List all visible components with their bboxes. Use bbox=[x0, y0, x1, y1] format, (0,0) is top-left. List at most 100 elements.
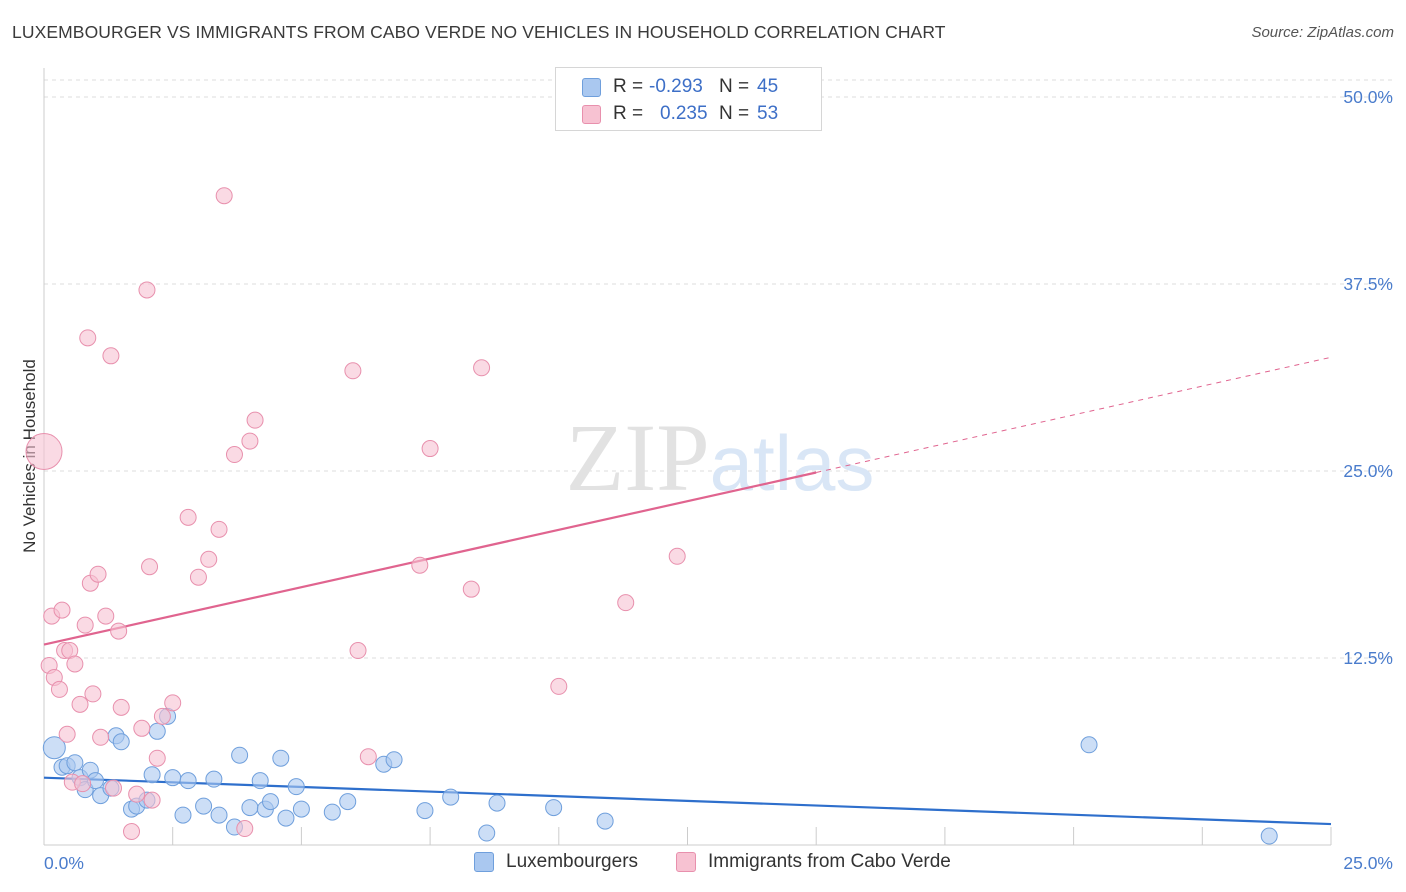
cabo-verde-point bbox=[617, 594, 635, 612]
luxembourger-point bbox=[442, 788, 460, 806]
cabo-verde-point bbox=[153, 707, 171, 725]
cabo-verde-point bbox=[25, 433, 63, 471]
y-tick-label: 25.0% bbox=[1343, 461, 1393, 481]
cabo-verde-point bbox=[79, 329, 97, 347]
legend-swatch-blue bbox=[582, 77, 601, 97]
luxembourger-point bbox=[148, 722, 166, 740]
y-tick-label: 37.5% bbox=[1343, 274, 1393, 294]
cabo-verde-point bbox=[50, 680, 68, 698]
cabo-verde-point bbox=[411, 556, 429, 574]
cabo-verde-point bbox=[66, 655, 84, 673]
r-label: R = bbox=[613, 76, 644, 97]
luxembourger-point bbox=[416, 802, 434, 820]
cabo-verde-point bbox=[225, 446, 243, 464]
cabo-verde-point bbox=[344, 362, 362, 380]
cabo-verde-point bbox=[189, 568, 207, 586]
luxembourger-point bbox=[262, 793, 280, 811]
cabo-verde-point bbox=[143, 791, 161, 809]
cabo-verde-point bbox=[473, 359, 491, 377]
legend-item-luxembourgers[interactable]: Luxembourgers bbox=[474, 851, 638, 873]
data-points bbox=[25, 187, 1278, 845]
luxembourger-point bbox=[231, 746, 249, 764]
cabo-verde-point bbox=[246, 411, 264, 429]
legend-label: Immigrants from Cabo Verde bbox=[708, 851, 951, 872]
cabo-verde-point bbox=[148, 749, 166, 767]
cabo-verde-point bbox=[133, 719, 151, 737]
cabo-verde-point bbox=[210, 520, 228, 538]
y-tick-label: 12.5% bbox=[1343, 648, 1393, 668]
luxembourger-point bbox=[143, 766, 161, 784]
watermark: ZIPatlas bbox=[566, 404, 875, 511]
cabo-verde-point bbox=[215, 187, 233, 205]
luxembourger-point bbox=[66, 754, 84, 772]
cabo-verde-point bbox=[236, 820, 254, 838]
cabo-verde-point bbox=[123, 823, 141, 841]
luxembourger-point bbox=[339, 793, 357, 811]
cabo-verde-point bbox=[76, 616, 94, 634]
legend-swatch-pink bbox=[676, 852, 696, 872]
luxembourger-point bbox=[277, 809, 295, 827]
luxembourger-point bbox=[210, 806, 228, 824]
luxembourger-point bbox=[545, 799, 563, 817]
luxembourger-point bbox=[164, 769, 182, 787]
luxembourger-point bbox=[251, 772, 269, 790]
luxembourger-point bbox=[287, 778, 305, 796]
luxembourger-point bbox=[1080, 736, 1098, 754]
cabo-verde-point bbox=[102, 347, 120, 365]
r-value: -0.293 bbox=[649, 76, 703, 97]
cabo-verde-point bbox=[164, 694, 182, 712]
cabo-verde-point bbox=[200, 550, 218, 568]
cabo-verde-point bbox=[128, 785, 146, 803]
legend-item-cabo-verde[interactable]: Immigrants from Cabo Verde bbox=[676, 851, 951, 873]
cabo-verde-point bbox=[71, 695, 89, 713]
luxembourger-point bbox=[195, 797, 213, 815]
luxembourger-point bbox=[174, 806, 192, 824]
luxembourger-point bbox=[272, 749, 290, 767]
r-label: R = bbox=[613, 103, 644, 124]
cabo-verde-point bbox=[668, 547, 686, 565]
n-value: 45 bbox=[757, 76, 779, 97]
luxembourger-point bbox=[241, 799, 259, 817]
luxembourger-point bbox=[112, 733, 130, 751]
legend-row-luxembourgers: R = -0.293 N = 45 bbox=[582, 75, 778, 99]
cabo-verde-point bbox=[421, 440, 439, 458]
x-tick-label: 25.0% bbox=[1343, 853, 1393, 873]
cabo-verde-point bbox=[112, 698, 130, 716]
luxembourger-point bbox=[205, 770, 223, 788]
cabo-verde-point bbox=[92, 728, 110, 746]
luxembourger-point bbox=[478, 824, 496, 842]
correlation-legend: R = -0.293 N = 45 R = 0.235 N = 53 bbox=[555, 67, 822, 131]
cabo-verde-point bbox=[104, 779, 122, 797]
luxembourger-point bbox=[1260, 827, 1278, 845]
cabo-verde-point bbox=[462, 580, 480, 598]
y-tick-label: 50.0% bbox=[1343, 87, 1393, 107]
legend-swatch-blue bbox=[474, 852, 494, 872]
x-tick-label: 0.0% bbox=[44, 853, 84, 873]
cabo-verde-point bbox=[53, 601, 71, 619]
tick-labels: 12.5% 25.0% 37.5% 50.0% 0.0% 25.0% bbox=[44, 87, 1393, 873]
source-label: Source: ZipAtlas.com bbox=[1251, 24, 1394, 41]
luxembourger-point bbox=[488, 794, 506, 812]
chart-title: LUXEMBOURGER VS IMMIGRANTS FROM CABO VER… bbox=[12, 22, 946, 42]
gridlines bbox=[44, 79, 1393, 659]
luxembourger-trend-line bbox=[43, 776, 1332, 826]
cabo-verde-point bbox=[97, 607, 115, 625]
cabo-verde-point bbox=[74, 775, 92, 793]
cabo-verde-point bbox=[141, 558, 159, 576]
axes bbox=[43, 68, 1332, 846]
cabo-verde-point bbox=[550, 677, 568, 695]
series-legend: Luxembourgers Immigrants from Cabo Verde bbox=[0, 851, 1406, 879]
luxembourger-point bbox=[179, 772, 197, 790]
cabo-verde-point bbox=[349, 642, 367, 660]
cabo-verde-point bbox=[84, 685, 102, 703]
cabo-verde-trend-line bbox=[43, 471, 817, 646]
r-value: 0.235 bbox=[660, 103, 708, 124]
n-value: 53 bbox=[757, 103, 779, 124]
luxembourger-point bbox=[323, 803, 341, 821]
luxembourger-point bbox=[42, 736, 66, 760]
cabo-verde-point bbox=[138, 281, 156, 299]
cabo-verde-point bbox=[89, 565, 107, 583]
legend-label: Luxembourgers bbox=[506, 851, 639, 872]
cabo-verde-point bbox=[241, 432, 259, 450]
